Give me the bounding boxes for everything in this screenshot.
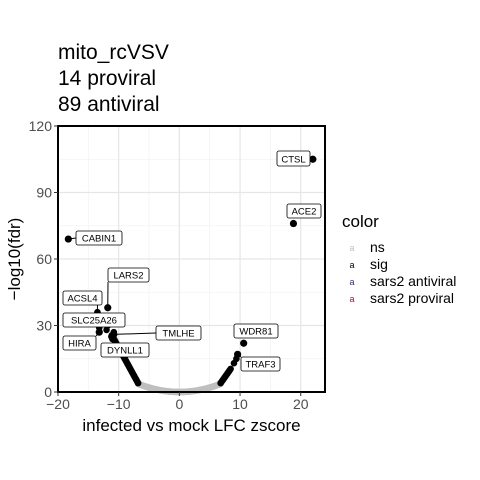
legend-key-2: a xyxy=(349,277,354,287)
legend-label-1: sig xyxy=(370,256,388,272)
x-tick-label: −20 xyxy=(46,396,70,412)
label-box xyxy=(75,230,123,246)
gene-label-dynll1: DYNLL1 xyxy=(107,346,143,357)
y-tick-label: 60 xyxy=(36,251,52,267)
y-tick-label: 0 xyxy=(44,384,52,400)
label-box xyxy=(240,356,281,372)
legend-key-0: a xyxy=(349,243,354,253)
legend-title: color xyxy=(342,212,379,231)
gene-labels: CTSL ACE2 CABIN1 LARS2 ACSL4 SLC25A26 HIRA TMLH… xyxy=(62,150,322,372)
legend-key-1: a xyxy=(349,260,354,270)
x-tick-label: −10 xyxy=(107,396,131,412)
sig-point xyxy=(103,326,110,334)
label-box xyxy=(62,290,103,306)
legend-label-0: ns xyxy=(370,239,385,255)
label-box xyxy=(100,342,150,358)
y-tick-label: 90 xyxy=(36,185,52,201)
gene-label-ace2: ACE2 xyxy=(292,207,317,218)
chart-title: mito_rcVSV 14 proviral 89 antiviral xyxy=(58,40,169,118)
legend: color a ns a sig a sars2 antiviral a sars2 prov… xyxy=(342,212,456,306)
gene-label-lars2: LARS2 xyxy=(113,271,143,282)
title-line-3: 89 antiviral xyxy=(58,93,160,116)
label-box xyxy=(155,325,202,341)
label-box xyxy=(62,335,97,351)
legend-label-3: sars2 proviral xyxy=(370,290,454,306)
label-box xyxy=(233,323,279,339)
label-box xyxy=(62,312,126,328)
gene-label-acsl4: ACSL4 xyxy=(67,294,97,305)
gene-label-tmlhe: TMLHE xyxy=(162,329,194,340)
axis-ticks: −20 −10 0 10 20 0 30 60 90 120 xyxy=(29,118,309,412)
label-leader-line xyxy=(113,332,157,335)
label-box xyxy=(286,203,322,219)
title-line-2: 14 proviral xyxy=(58,67,157,90)
label-leader-line xyxy=(237,353,242,358)
x-axis-label: infected vs mock LFC zscore xyxy=(82,416,300,435)
y-tick-label: 120 xyxy=(29,118,53,134)
gene-label-wdr81: WDR81 xyxy=(239,327,272,338)
labeled-point-ctsl xyxy=(309,155,317,163)
title-line-1: mito_rcVSV xyxy=(58,41,169,64)
labeled-point-dynll1 xyxy=(109,335,117,343)
gene-label-ctsl: CTSL xyxy=(281,155,305,166)
sig-point xyxy=(227,365,234,373)
legend-label-2: sars2 antiviral xyxy=(370,273,456,289)
label-leader-line xyxy=(68,237,77,240)
gene-label-slc25a26: SLC25A26 xyxy=(71,316,117,327)
x-tick-label: 20 xyxy=(293,396,309,412)
y-axis-label: −log10(fdr) xyxy=(5,218,24,301)
labeled-point-ace2 xyxy=(289,219,298,228)
legend-key-3: a xyxy=(349,294,354,304)
labeled-point-wdr81 xyxy=(240,339,248,347)
gene-label-hira: HIRA xyxy=(68,339,91,350)
label-box xyxy=(107,267,150,283)
x-tick-label: 0 xyxy=(175,396,183,412)
y-tick-label: 30 xyxy=(36,318,52,334)
gene-label-cabin1: CABIN1 xyxy=(82,234,116,245)
x-tick-label: 10 xyxy=(232,396,248,412)
label-leader-line xyxy=(95,331,100,337)
gene-label-traf3: TRAF3 xyxy=(245,360,275,371)
label-box xyxy=(276,150,311,167)
